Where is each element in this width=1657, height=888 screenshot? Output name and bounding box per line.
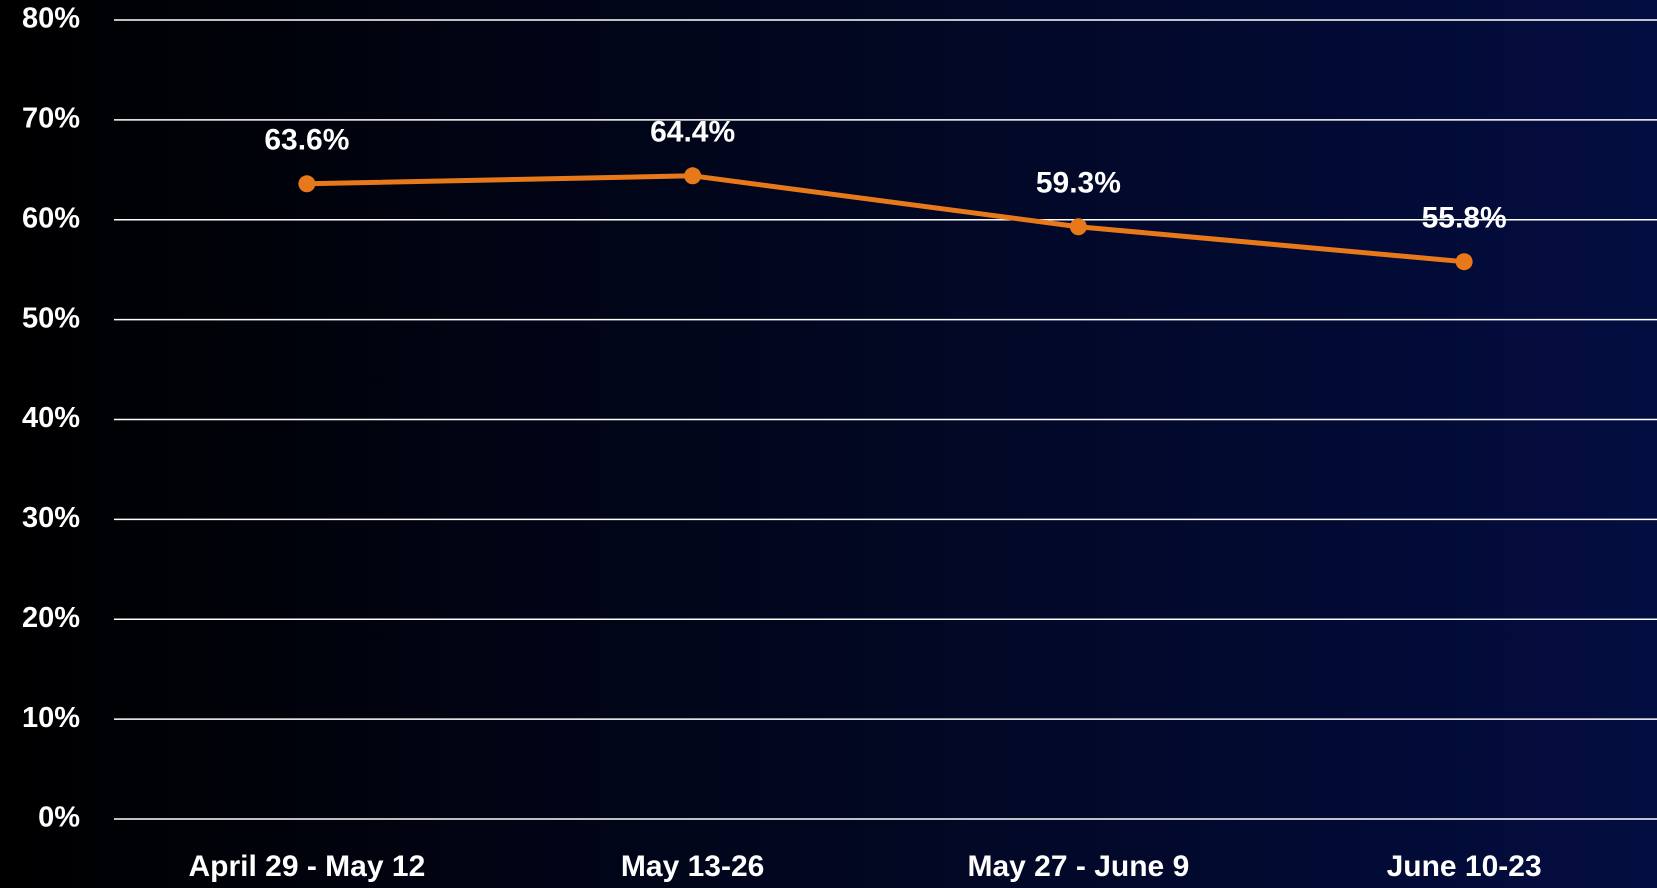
y-tick-label: 50% — [22, 302, 80, 334]
x-tick-label: May 13-26 — [621, 850, 764, 883]
data-label: 55.8% — [1422, 202, 1507, 235]
point — [1455, 253, 1473, 271]
y-tick-label: 80% — [22, 3, 80, 35]
y-tick-label: 40% — [22, 402, 80, 434]
y-tick-label: 20% — [22, 602, 80, 634]
point — [298, 175, 316, 193]
data-label: 64.4% — [650, 116, 735, 149]
point — [684, 167, 702, 185]
x-tick-label: June 10-23 — [1387, 850, 1542, 883]
data-label: 63.6% — [264, 124, 349, 157]
y-tick-label: 30% — [22, 502, 80, 534]
x-tick-label: April 29 - May 12 — [188, 850, 425, 883]
point — [1069, 218, 1087, 236]
line — [306, 173, 1465, 265]
y-tick-label: 0% — [38, 802, 80, 834]
y-tick-label: 10% — [22, 702, 80, 734]
y-tick-label: 70% — [22, 103, 80, 135]
y-tick-label: 60% — [22, 202, 80, 234]
data-label: 59.3% — [1036, 167, 1121, 200]
x-tick-label: May 27 - June 9 — [967, 850, 1189, 883]
